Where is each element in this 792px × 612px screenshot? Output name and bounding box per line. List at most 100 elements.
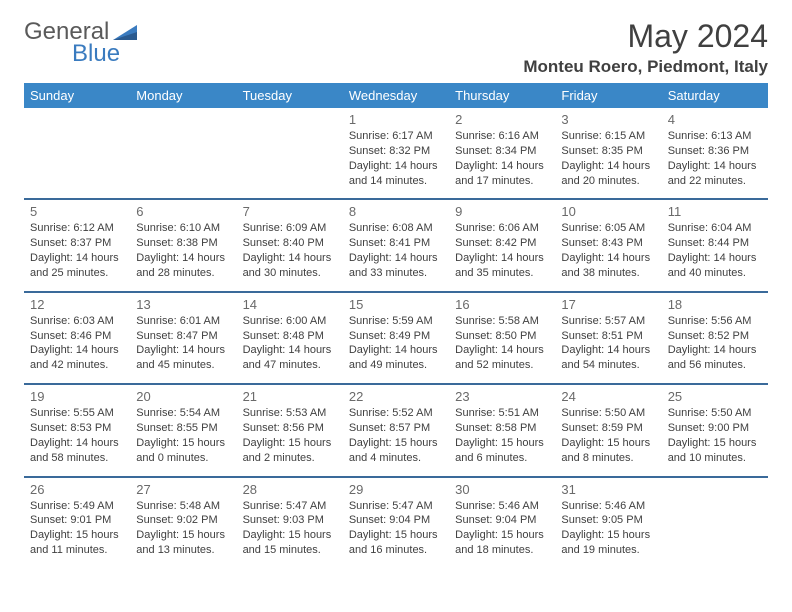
calendar-cell: 12 Sunrise: 6:03 AMSunset: 8:46 PMDayligh… xyxy=(24,292,130,384)
day-number: 4 xyxy=(668,112,762,127)
day-number: 2 xyxy=(455,112,549,127)
day-number: 26 xyxy=(30,482,124,497)
day-number: 29 xyxy=(349,482,443,497)
day-number: 14 xyxy=(243,297,337,312)
day-details: Sunrise: 6:17 AMSunset: 8:32 PMDaylight:… xyxy=(349,129,443,188)
calendar-cell: 15 Sunrise: 5:59 AMSunset: 8:49 PMDayligh… xyxy=(343,292,449,384)
calendar-cell: 3 Sunrise: 6:15 AMSunset: 8:35 PMDaylight… xyxy=(555,108,661,199)
day-number: 27 xyxy=(136,482,230,497)
day-number: 7 xyxy=(243,204,337,219)
calendar-body: 1Sunrise: 6:17 AMSunset: 8:32 PMDaylight… xyxy=(24,108,768,568)
day-number: 8 xyxy=(349,204,443,219)
calendar-cell: 31 Sunrise: 5:46 AMSunset: 9:05 PMDayligh… xyxy=(555,477,661,568)
day-details: Sunrise: 5:52 AMSunset: 8:57 PMDaylight:… xyxy=(349,406,443,465)
day-header-row: SundayMondayTuesdayWednesdayThursdayFrid… xyxy=(24,83,768,108)
day-details: Sunrise: 5:47 AMSunset: 9:03 PMDaylight:… xyxy=(243,499,337,558)
day-details: Sunrise: 5:51 AMSunset: 8:58 PMDaylight:… xyxy=(455,406,549,465)
day-details: Sunrise: 5:58 AMSunset: 8:50 PMDaylight:… xyxy=(455,314,549,373)
calendar-row: 26Sunrise: 5:49 AMSunset: 9:01 PMDayligh… xyxy=(24,477,768,568)
day-number: 22 xyxy=(349,389,443,404)
day-details: Sunrise: 6:09 AMSunset: 8:40 PMDaylight:… xyxy=(243,221,337,280)
day-number: 25 xyxy=(668,389,762,404)
day-details: Sunrise: 5:48 AMSunset: 9:02 PMDaylight:… xyxy=(136,499,230,558)
title-block: May 2024 Monteu Roero, Piedmont, Italy xyxy=(523,18,768,77)
day-details: Sunrise: 5:46 AMSunset: 9:05 PMDaylight:… xyxy=(561,499,655,558)
day-details: Sunrise: 5:55 AMSunset: 8:53 PMDaylight:… xyxy=(30,406,124,465)
month-title: May 2024 xyxy=(523,18,768,55)
calendar-cell: 8 Sunrise: 6:08 AMSunset: 8:41 PMDaylight… xyxy=(343,199,449,291)
day-number: 15 xyxy=(349,297,443,312)
calendar-cell: 29 Sunrise: 5:47 AMSunset: 9:04 PMDayligh… xyxy=(343,477,449,568)
calendar-cell: 2Sunrise: 6:16 AMSunset: 8:34 PMDaylight… xyxy=(449,108,555,199)
day-details: Sunrise: 6:15 AMSunset: 8:35 PMDaylight:… xyxy=(561,129,655,188)
day-number: 31 xyxy=(561,482,655,497)
calendar-cell: 4 Sunrise: 6:13 AMSunset: 8:36 PMDaylight… xyxy=(662,108,768,199)
header: GeneralBlue May 2024 Monteu Roero, Piedm… xyxy=(24,18,768,77)
day-number: 21 xyxy=(243,389,337,404)
calendar-cell: 25 Sunrise: 5:50 AMSunset: 9:00 PMDayligh… xyxy=(662,384,768,476)
calendar-cell: 6 Sunrise: 6:10 AMSunset: 8:38 PMDaylight… xyxy=(130,199,236,291)
day-number: 16 xyxy=(455,297,549,312)
day-details: Sunrise: 6:06 AMSunset: 8:42 PMDaylight:… xyxy=(455,221,549,280)
day-number: 10 xyxy=(561,204,655,219)
calendar-cell: 26Sunrise: 5:49 AMSunset: 9:01 PMDayligh… xyxy=(24,477,130,568)
day-details: Sunrise: 6:04 AMSunset: 8:44 PMDaylight:… xyxy=(668,221,762,280)
day-details: Sunrise: 6:03 AMSunset: 8:46 PMDaylight:… xyxy=(30,314,124,373)
calendar-cell: 7 Sunrise: 6:09 AMSunset: 8:40 PMDaylight… xyxy=(237,199,343,291)
day-header: Sunday xyxy=(24,83,130,108)
calendar-row: 19Sunrise: 5:55 AMSunset: 8:53 PMDayligh… xyxy=(24,384,768,476)
day-number: 5 xyxy=(30,204,124,219)
calendar-row: 5Sunrise: 6:12 AMSunset: 8:37 PMDaylight… xyxy=(24,199,768,291)
day-number: 12 xyxy=(30,297,124,312)
calendar-cell xyxy=(237,108,343,199)
calendar-cell: 23 Sunrise: 5:51 AMSunset: 8:58 PMDayligh… xyxy=(449,384,555,476)
calendar-cell: 28Sunrise: 5:47 AMSunset: 9:03 PMDayligh… xyxy=(237,477,343,568)
calendar-cell: 10 Sunrise: 6:05 AMSunset: 8:43 PMDayligh… xyxy=(555,199,661,291)
day-number: 13 xyxy=(136,297,230,312)
day-number: 17 xyxy=(561,297,655,312)
calendar-cell: 18Sunrise: 5:56 AMSunset: 8:52 PMDayligh… xyxy=(662,292,768,384)
day-number: 6 xyxy=(136,204,230,219)
calendar-cell: 24 Sunrise: 5:50 AMSunset: 8:59 PMDayligh… xyxy=(555,384,661,476)
day-details: Sunrise: 6:08 AMSunset: 8:41 PMDaylight:… xyxy=(349,221,443,280)
calendar-cell: 16 Sunrise: 5:58 AMSunset: 8:50 PMDayligh… xyxy=(449,292,555,384)
location-text: Monteu Roero, Piedmont, Italy xyxy=(523,57,768,77)
day-number: 23 xyxy=(455,389,549,404)
calendar-row: 1Sunrise: 6:17 AMSunset: 8:32 PMDaylight… xyxy=(24,108,768,199)
day-details: Sunrise: 6:00 AMSunset: 8:48 PMDaylight:… xyxy=(243,314,337,373)
calendar-cell: 1Sunrise: 6:17 AMSunset: 8:32 PMDaylight… xyxy=(343,108,449,199)
calendar-cell: 27 Sunrise: 5:48 AMSunset: 9:02 PMDayligh… xyxy=(130,477,236,568)
calendar-cell: 17 Sunrise: 5:57 AMSunset: 8:51 PMDayligh… xyxy=(555,292,661,384)
calendar-cell: 9 Sunrise: 6:06 AMSunset: 8:42 PMDaylight… xyxy=(449,199,555,291)
day-details: Sunrise: 5:50 AMSunset: 8:59 PMDaylight:… xyxy=(561,406,655,465)
day-header: Wednesday xyxy=(343,83,449,108)
day-details: Sunrise: 5:54 AMSunset: 8:55 PMDaylight:… xyxy=(136,406,230,465)
day-details: Sunrise: 5:59 AMSunset: 8:49 PMDaylight:… xyxy=(349,314,443,373)
calendar-cell: 14 Sunrise: 6:00 AMSunset: 8:48 PMDayligh… xyxy=(237,292,343,384)
day-details: Sunrise: 6:10 AMSunset: 8:38 PMDaylight:… xyxy=(136,221,230,280)
day-details: Sunrise: 5:57 AMSunset: 8:51 PMDaylight:… xyxy=(561,314,655,373)
calendar-cell xyxy=(24,108,130,199)
day-details: Sunrise: 5:50 AMSunset: 9:00 PMDaylight:… xyxy=(668,406,762,465)
brand-logo: GeneralBlue xyxy=(24,18,154,68)
calendar-cell: 20 Sunrise: 5:54 AMSunset: 8:55 PMDayligh… xyxy=(130,384,236,476)
calendar-cell: 5Sunrise: 6:12 AMSunset: 8:37 PMDaylight… xyxy=(24,199,130,291)
day-details: Sunrise: 5:47 AMSunset: 9:04 PMDaylight:… xyxy=(349,499,443,558)
brand-part2: Blue xyxy=(72,40,120,68)
calendar-cell: 21Sunrise: 5:53 AMSunset: 8:56 PMDayligh… xyxy=(237,384,343,476)
day-number: 9 xyxy=(455,204,549,219)
calendar-cell: 13 Sunrise: 6:01 AMSunset: 8:47 PMDayligh… xyxy=(130,292,236,384)
calendar-cell: 30 Sunrise: 5:46 AMSunset: 9:04 PMDayligh… xyxy=(449,477,555,568)
day-details: Sunrise: 6:05 AMSunset: 8:43 PMDaylight:… xyxy=(561,221,655,280)
day-number: 3 xyxy=(561,112,655,127)
calendar-table: SundayMondayTuesdayWednesdayThursdayFrid… xyxy=(24,83,768,568)
day-number: 30 xyxy=(455,482,549,497)
day-number: 20 xyxy=(136,389,230,404)
day-number: 18 xyxy=(668,297,762,312)
day-details: Sunrise: 5:46 AMSunset: 9:04 PMDaylight:… xyxy=(455,499,549,558)
day-header: Monday xyxy=(130,83,236,108)
day-header: Friday xyxy=(555,83,661,108)
day-details: Sunrise: 6:01 AMSunset: 8:47 PMDaylight:… xyxy=(136,314,230,373)
day-details: Sunrise: 6:13 AMSunset: 8:36 PMDaylight:… xyxy=(668,129,762,188)
day-number: 24 xyxy=(561,389,655,404)
